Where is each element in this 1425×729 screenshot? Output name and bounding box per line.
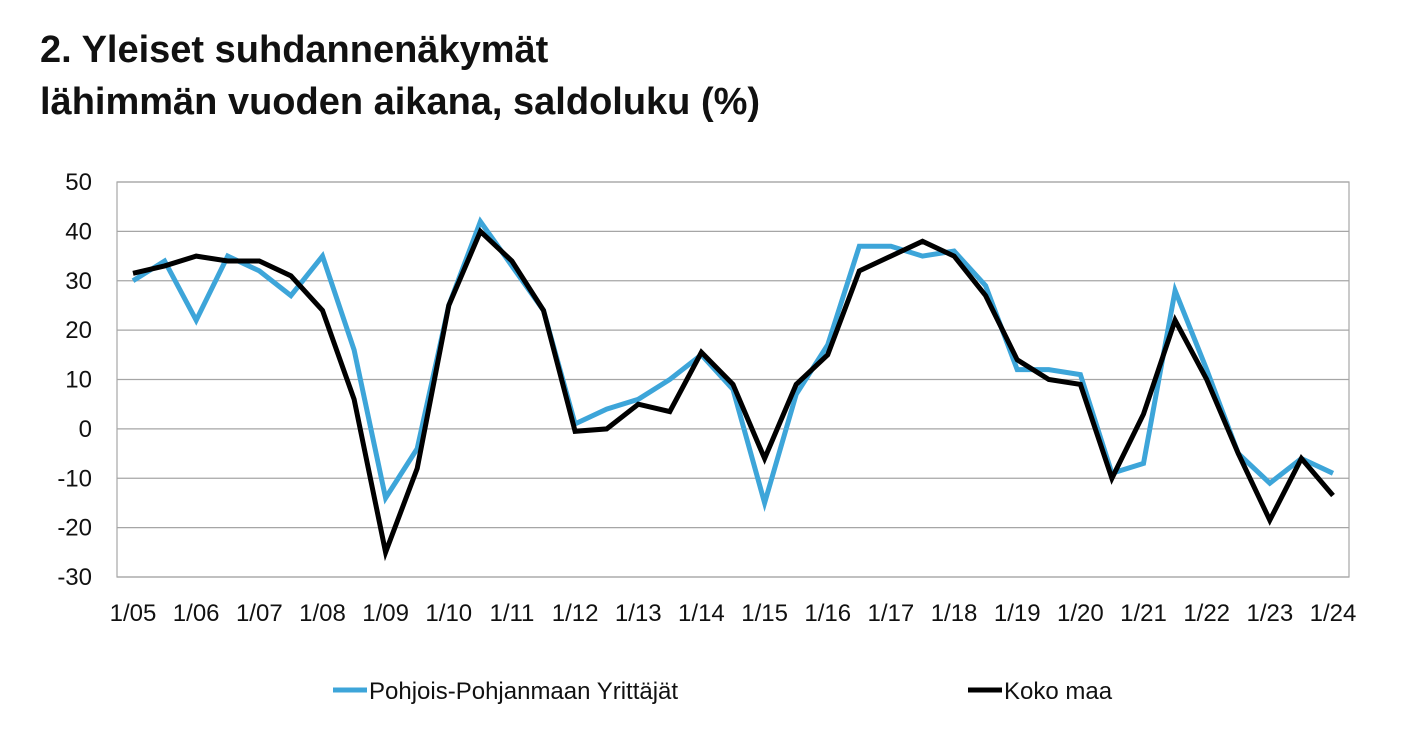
x-tick-label: 1/15 — [741, 600, 788, 627]
series-line-1 — [131, 216, 1335, 513]
y-axis-ticks: 50 40 30 20 10 0 -10 -20 -30 — [57, 169, 92, 591]
y-tick-label: -10 — [57, 465, 92, 492]
x-tick-label: 1/11 — [489, 600, 534, 627]
y-tick-label: 40 — [65, 218, 92, 245]
x-tick-label: 1/06 — [173, 600, 220, 627]
x-tick-label: 1/17 — [868, 600, 915, 627]
x-tick-label: 1/23 — [1246, 600, 1293, 627]
chart-title-line-2: lähimmän vuoden aikana, saldoluku (%) — [40, 81, 761, 123]
y-tick-label: 10 — [65, 367, 92, 394]
x-tick-label: 1/20 — [1057, 600, 1104, 627]
legend-label-1: Pohjois-Pohjanmaan Yrittäjät — [369, 678, 678, 705]
y-tick-label: 0 — [79, 416, 92, 443]
y-tick-label: -30 — [57, 564, 92, 591]
x-tick-label: 1/12 — [552, 600, 599, 627]
x-tick-label: 1/13 — [615, 600, 662, 627]
x-tick-label: 1/21 — [1120, 600, 1167, 627]
series-line-2 — [132, 227, 1335, 562]
y-tick-label: -20 — [57, 515, 92, 542]
y-tick-label: 30 — [65, 268, 92, 295]
x-tick-label: 1/10 — [425, 600, 472, 627]
series-lines — [131, 216, 1335, 562]
legend: Pohjois-Pohjanmaan Yrittäjät Koko maa — [333, 678, 1113, 705]
x-tick-label: 1/16 — [804, 600, 851, 627]
x-tick-label: 1/08 — [299, 600, 346, 627]
chart-title-line-1: 2. Yleiset suhdannenäkymät — [40, 29, 549, 71]
x-tick-label: 1/19 — [994, 600, 1041, 627]
y-tick-label: 50 — [65, 169, 92, 196]
x-tick-label: 1/05 — [110, 600, 157, 627]
x-tick-label: 1/22 — [1183, 600, 1230, 627]
x-axis-ticks: 1/05 1/06 1/07 1/08 1/09 1/10 1/11 1/12 1/13 1/14… — [110, 600, 1357, 627]
x-tick-label: 1/09 — [362, 600, 409, 627]
chart-title: 2. Yleiset suhdannenäkymät lähimmän vuod… — [40, 24, 760, 128]
x-tick-label: 1/14 — [678, 600, 725, 627]
y-tick-label: 20 — [65, 317, 92, 344]
x-tick-label: 1/07 — [236, 600, 283, 627]
x-tick-label: 1/18 — [931, 600, 978, 627]
gridlines — [116, 181, 1350, 578]
legend-label-2: Koko maa — [1004, 678, 1113, 705]
x-tick-label: 1/24 — [1310, 600, 1357, 627]
